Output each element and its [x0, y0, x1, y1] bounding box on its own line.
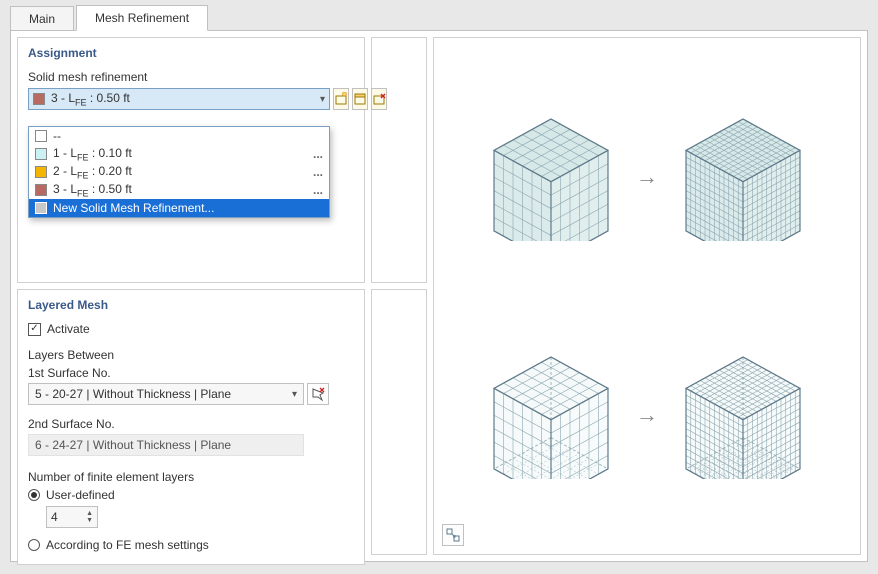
- assignment-title: Assignment: [28, 46, 354, 60]
- cube-icon: [678, 111, 808, 241]
- tab-main[interactable]: Main: [10, 6, 74, 31]
- arrow-right-icon: →: [636, 402, 658, 428]
- solid-refinement-label: Solid mesh refinement: [28, 70, 354, 84]
- cube-icon: [486, 111, 616, 241]
- mid-panel-bottom: [371, 289, 427, 555]
- content-area: Assignment Solid mesh refinement 3 - LFE…: [10, 30, 868, 562]
- finite-layers-label: Number of finite element layers: [28, 470, 354, 484]
- cube-icon: [486, 349, 616, 479]
- chevron-down-icon: ▾: [292, 389, 297, 400]
- surface1-select[interactable]: 5 - 20-27 | Without Thickness | Plane ▾: [28, 383, 304, 405]
- layers-spinner[interactable]: 4 ▲▼: [46, 506, 98, 528]
- mid-panel-top: [371, 37, 427, 283]
- activate-label: Activate: [47, 322, 90, 336]
- dropdown-option[interactable]: New Solid Mesh Refinement...: [29, 199, 329, 217]
- left-column: Assignment Solid mesh refinement 3 - LFE…: [17, 37, 365, 555]
- middle-column: [371, 37, 427, 555]
- surface2-readonly: 6 - 24-27 | Without Thickness | Plane: [28, 434, 304, 456]
- cube-pair-bottom: →: [486, 349, 808, 482]
- tab-mesh-refinement[interactable]: Mesh Refinement: [76, 5, 208, 31]
- radio-user-defined[interactable]: User-defined: [28, 488, 354, 502]
- layers-between-label: Layers Between: [28, 348, 354, 362]
- tab-strip: Main Mesh Refinement: [0, 0, 878, 30]
- fit-view-button[interactable]: [442, 524, 464, 546]
- pick-surface1-button[interactable]: [307, 383, 329, 405]
- solid-refinement-combo[interactable]: 3 - LFE : 0.50 ft ▾: [28, 88, 330, 110]
- dropdown-option[interactable]: 3 - LFE : 0.50 ft...: [29, 181, 329, 199]
- arrow-right-icon: →: [636, 164, 658, 190]
- surface2-label: 2nd Surface No.: [28, 417, 354, 431]
- assignment-panel: Assignment Solid mesh refinement 3 - LFE…: [17, 37, 365, 283]
- chevron-down-icon: ▾: [320, 94, 325, 105]
- dropdown-option[interactable]: 2 - LFE : 0.20 ft...: [29, 163, 329, 181]
- dropdown-option[interactable]: --: [29, 127, 329, 145]
- new-item-button[interactable]: [333, 88, 349, 110]
- cube-pair-top: →: [486, 111, 808, 244]
- activate-checkbox-row[interactable]: ✓ Activate: [28, 322, 354, 336]
- cube-icon: [678, 349, 808, 479]
- surface1-label: 1st Surface No.: [28, 366, 354, 380]
- edit-item-button[interactable]: [352, 88, 368, 110]
- activate-checkbox[interactable]: ✓: [28, 323, 41, 336]
- dropdown-option[interactable]: 1 - LFE : 0.10 ft...: [29, 145, 329, 163]
- layered-mesh-panel: Layered Mesh ✓ Activate Layers Between 1…: [17, 289, 365, 565]
- radio-fe-settings[interactable]: According to FE mesh settings: [28, 538, 354, 552]
- solid-refinement-dropdown: --1 - LFE : 0.10 ft...2 - LFE : 0.20 ft.…: [28, 126, 330, 218]
- preview-panel: → →: [433, 37, 861, 555]
- delete-item-button[interactable]: [371, 88, 387, 110]
- layered-title: Layered Mesh: [28, 298, 354, 312]
